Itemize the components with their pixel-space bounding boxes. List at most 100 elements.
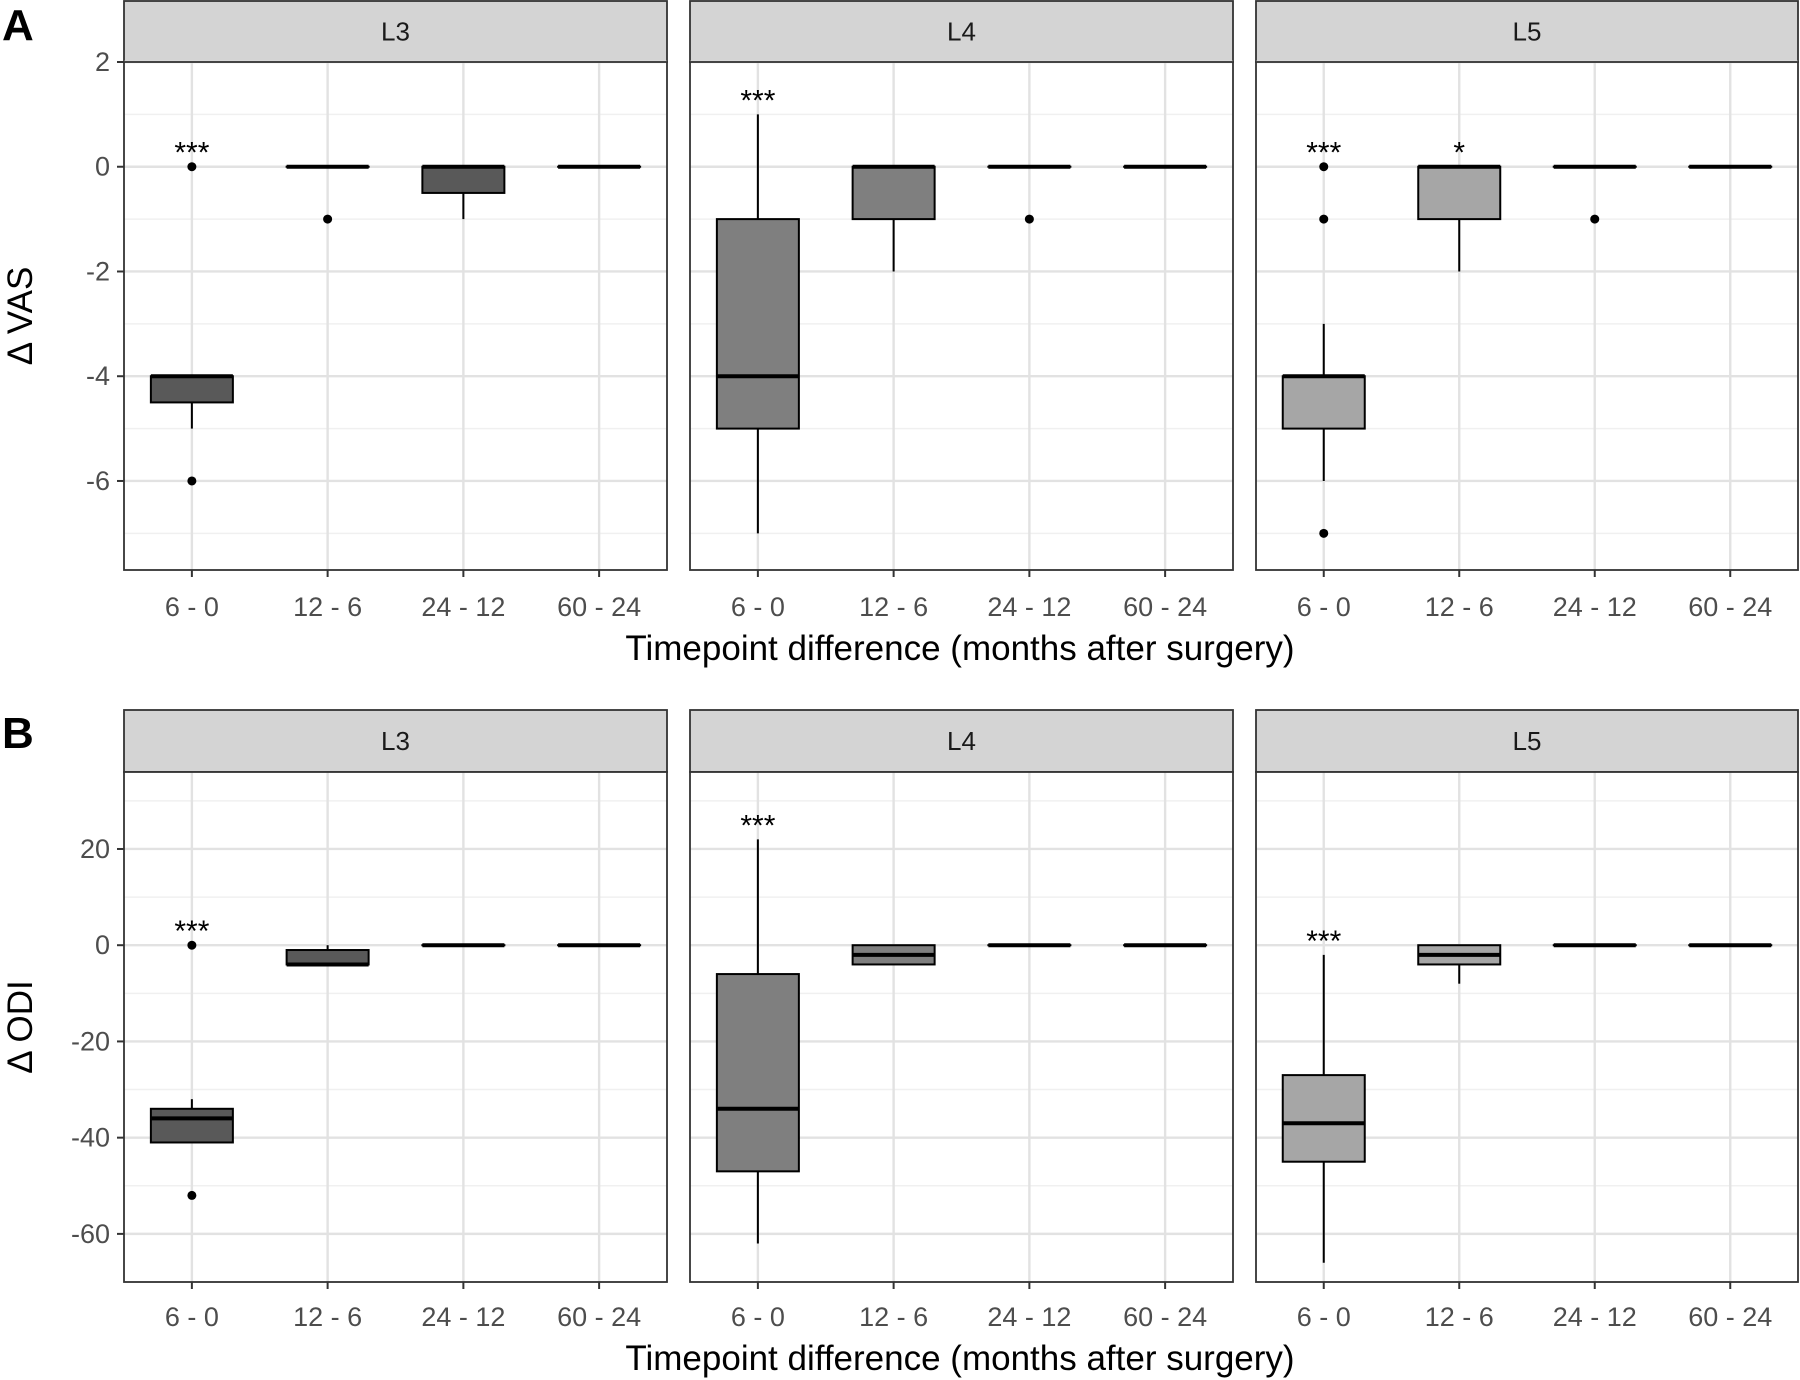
x-tick-label: 60 - 24 [557,1302,641,1332]
panel-border [1255,61,1799,571]
x-tick-label: 60 - 24 [1123,592,1207,622]
box-6-0: *** [1281,137,1366,538]
facet-label: L5 [1513,726,1542,756]
box [421,165,506,194]
facet-label: L3 [381,726,410,756]
box-24-12 [987,164,1072,224]
facet-label: L3 [381,17,410,47]
box [851,165,936,221]
x-tick-label: 12 - 6 [859,1302,928,1332]
y-tick-label: 2 [95,47,110,77]
panel-border [689,771,1234,1283]
x-tick-label: 24 - 12 [1553,592,1637,622]
facet-L5: L5*** *6 - 0 12 - 6 24 - 12 60 - 24 [1255,0,1799,622]
x-tick-label: 24 - 12 [987,1302,1071,1332]
facet-label: L4 [947,726,976,756]
box [1417,165,1502,221]
y-axis-title: Δ ODI [1,980,40,1073]
x-tick-label: 24 - 12 [421,1302,505,1332]
outlier-point [187,1190,197,1200]
panel-border [123,771,668,1283]
box [149,1107,234,1144]
panel-border [123,61,668,571]
panel-A: A 2 0 -2 -4 -6 Δ VAS Timepoint difference (mont… [1,0,1799,668]
box-12-6 [1417,944,1502,984]
significance-label: *** [740,809,775,842]
outlier-point [323,214,333,224]
facet-L5: L5 *** 6 - 0 12 - 6 24 - 12 60 - 24 [1255,709,1799,1332]
y-tick-label: -40 [71,1123,110,1153]
significance-label: * [1453,137,1465,170]
significance-label: *** [1306,925,1341,958]
box [715,218,800,430]
panel-B: B 20 0 -20 -40 -60 Δ ODI Timepoint difference (… [1,709,1799,1378]
box-6-0: *** [149,915,234,1200]
box [1281,1074,1366,1163]
significance-label: *** [174,137,209,170]
box-6-0: *** [715,809,800,1244]
box-12-6 [285,164,370,224]
box [285,949,370,966]
panel-letter: A [2,1,34,50]
x-tick-label: 12 - 6 [293,592,362,622]
facet-L3: L3 *** 6 - 0 12 - 6 24 - 12 60 - 24 [123,709,668,1332]
box-6-0: *** [715,84,800,534]
y-tick-label: 20 [80,834,110,864]
outlier-point [1024,214,1034,224]
outlier-point [187,476,197,486]
facet-L4: L4 *** 6 - 0 12 - 6 24 - 12 60 - 24 [689,0,1234,622]
box-12-6: * [1417,137,1502,272]
box-12-6 [851,944,936,966]
box [1281,375,1366,430]
x-tick-label: 12 - 6 [1425,1302,1494,1332]
facet-label: L5 [1513,17,1542,47]
outlier-point [187,940,197,950]
facet-strip [689,709,1234,773]
panel-border [1255,771,1799,1283]
outlier-point [1590,214,1600,224]
outlier-point [1319,528,1329,538]
y-tick-label: -20 [71,1026,110,1056]
box-24-12 [1552,164,1637,224]
x-tick-label: 6 - 0 [165,1302,219,1332]
facet-strip [1255,709,1799,773]
plot-background [124,62,667,570]
facet-L4: L4 *** 6 - 0 12 - 6 24 - 12 60 - 24 [689,709,1234,1332]
x-tick-label: 60 - 24 [557,592,641,622]
x-tick-label: 24 - 12 [421,592,505,622]
significance-label: *** [174,915,209,948]
significance-label: *** [740,84,775,117]
x-tick-label: 12 - 6 [859,592,928,622]
x-tick-label: 24 - 12 [987,592,1071,622]
x-tick-label: 6 - 0 [1297,1302,1351,1332]
plot-background [1256,62,1798,570]
plot-background [1256,772,1798,1282]
panel-letter: B [2,709,34,758]
box-12-6 [851,164,936,272]
box-6-0: *** [1281,925,1366,1263]
outlier-point [1319,214,1329,224]
x-tick-label: 12 - 6 [1425,592,1494,622]
y-tick-label: -60 [71,1219,110,1249]
panel-border [689,61,1234,571]
x-axis-title: Timepoint difference (months after surge… [625,1339,1294,1378]
x-tick-label: 6 - 0 [1297,592,1351,622]
x-tick-label: 6 - 0 [731,1302,785,1332]
outlier-point [187,162,197,172]
x-tick-label: 24 - 12 [1553,1302,1637,1332]
y-tick-label: -6 [86,466,110,496]
x-tick-label: 6 - 0 [165,592,219,622]
x-tick-label: 60 - 24 [1688,592,1772,622]
x-tick-label: 12 - 6 [293,1302,362,1332]
box-12-6 [285,945,370,967]
x-axis-title: Timepoint difference (months after surge… [625,629,1294,668]
facet-L3: L3 *** 6 - 0 12 - 6 24 - 12 60 - 24 [123,0,668,622]
significance-label: *** [1306,137,1341,170]
y-tick-label: -4 [86,361,110,391]
x-tick-label: 60 - 24 [1688,1302,1772,1332]
y-axis-title: Δ VAS [1,267,40,366]
facet-label: L4 [947,17,976,47]
facet-strip [123,709,668,773]
x-tick-label: 6 - 0 [731,592,785,622]
